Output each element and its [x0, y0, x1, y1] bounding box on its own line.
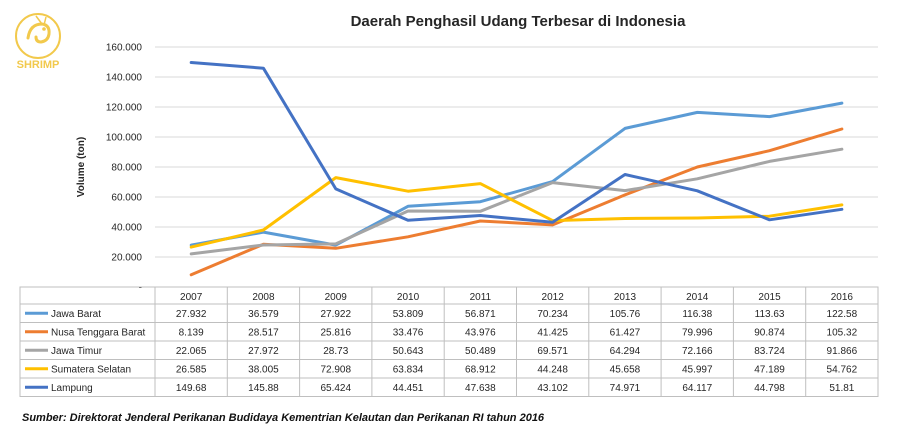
data-label: 44.248	[537, 364, 568, 375]
data-label: 145.88	[248, 383, 279, 394]
data-label: 53.809	[393, 309, 424, 320]
data-label: 28.73	[323, 346, 348, 357]
data-label: 113.63	[755, 309, 785, 320]
data-label: 36.579	[248, 309, 279, 320]
data-label: 26.585	[176, 364, 207, 375]
chart-title: Daerah Penghasil Udang Terbesar di Indon…	[351, 13, 686, 30]
series-line-lampung	[189, 61, 844, 224]
data-label: 83.724	[754, 346, 785, 357]
x-tick-label: 2011	[470, 292, 492, 303]
data-label: 45.658	[610, 364, 641, 375]
logo-text: SHRIMP	[17, 59, 60, 71]
data-label: 68.912	[465, 364, 496, 375]
data-label: 47.638	[465, 383, 496, 394]
y-tick-label: 140.000	[106, 73, 143, 84]
x-tick-label: 2009	[325, 292, 348, 303]
y-tick-label: 160.000	[106, 43, 143, 54]
data-label: 105.76	[610, 309, 641, 320]
legend-label: Lampung	[51, 383, 93, 394]
legend-label: Sumatera Selatan	[51, 364, 131, 375]
data-label: 33.476	[393, 327, 424, 338]
legend-label: Jawa Barat	[51, 309, 101, 320]
data-label: 61.427	[610, 327, 641, 338]
data-label: 72.166	[682, 346, 713, 357]
data-label: 27.932	[176, 309, 207, 320]
data-label: 54.762	[827, 364, 858, 375]
data-label: 43.976	[465, 327, 496, 338]
x-tick-label: 2014	[686, 292, 709, 303]
y-axis-title: Volume (ton)	[76, 137, 87, 197]
data-label: 149.68	[176, 383, 207, 394]
data-label: 25.816	[320, 327, 351, 338]
data-label: 50.489	[465, 346, 496, 357]
data-label: 27.972	[248, 346, 279, 357]
x-tick-label: 2013	[614, 292, 637, 303]
y-tick-label: 120.000	[106, 103, 143, 114]
data-table-border	[19, 286, 879, 397]
data-label: 38.005	[248, 364, 279, 375]
data-label: 72.908	[320, 364, 351, 375]
x-tick-label: 2012	[542, 292, 565, 303]
y-tick-label: 40.000	[111, 223, 142, 234]
x-tick-label: 2008	[252, 292, 275, 303]
data-label: 64.117	[682, 383, 712, 394]
data-label: 69.571	[537, 346, 568, 357]
data-label: 41.425	[537, 327, 568, 338]
data-label: 63.834	[393, 364, 424, 375]
data-label: 43.102	[537, 383, 568, 394]
data-label: 65.424	[320, 383, 351, 394]
y-tick-label: 20.000	[111, 253, 142, 264]
y-tick-label: 80.000	[111, 163, 142, 174]
x-tick-label: 2016	[831, 292, 854, 303]
legend-label: Nusa Tenggara Barat	[51, 327, 146, 338]
data-label: 8.139	[179, 327, 204, 338]
data-label: 56.871	[465, 309, 496, 320]
data-label: 122.58	[827, 309, 858, 320]
shrimp-logo: SHRIMP	[6, 8, 70, 72]
series-line-sumatera-selatan	[189, 176, 844, 249]
series-line-jawa-timur	[189, 147, 844, 256]
data-label: 27.922	[320, 309, 351, 320]
y-tick-label: 60.000	[111, 193, 142, 204]
x-tick-label: 2007	[180, 292, 203, 303]
data-label: 64.294	[610, 346, 641, 357]
data-label: 105.32	[827, 327, 858, 338]
data-label: 47.189	[754, 364, 785, 375]
data-label: 44.798	[754, 383, 785, 394]
data-label: 70.234	[537, 309, 568, 320]
data-label: 51.81	[829, 383, 854, 394]
data-label: 74.971	[610, 383, 641, 394]
source-note: Sumber: Direktorat Jenderal Perikanan Bu…	[22, 412, 545, 424]
data-label: 79.996	[682, 327, 713, 338]
line-chart: Daerah Penghasil Udang Terbesar di Indon…	[19, 13, 879, 397]
data-label: 22.065	[176, 346, 207, 357]
series-line-nusa-tenggara-barat	[189, 127, 844, 277]
data-label: 44.451	[393, 383, 424, 394]
data-label: 28.517	[248, 327, 279, 338]
legend-label: Jawa Timur	[51, 346, 103, 357]
data-label: 91.866	[827, 346, 858, 357]
x-tick-label: 2015	[758, 292, 781, 303]
series-line-jawa-barat	[189, 101, 844, 247]
x-tick-label: 2010	[397, 292, 420, 303]
data-label: 116.38	[682, 309, 712, 320]
shrimp-logo-icon: SHRIMP	[15, 13, 61, 71]
data-label: 45.997	[682, 364, 713, 375]
data-label: 50.643	[393, 346, 424, 357]
y-tick-label: -	[139, 283, 142, 294]
data-label: 90.874	[754, 327, 785, 338]
y-tick-label: 100.000	[106, 133, 143, 144]
